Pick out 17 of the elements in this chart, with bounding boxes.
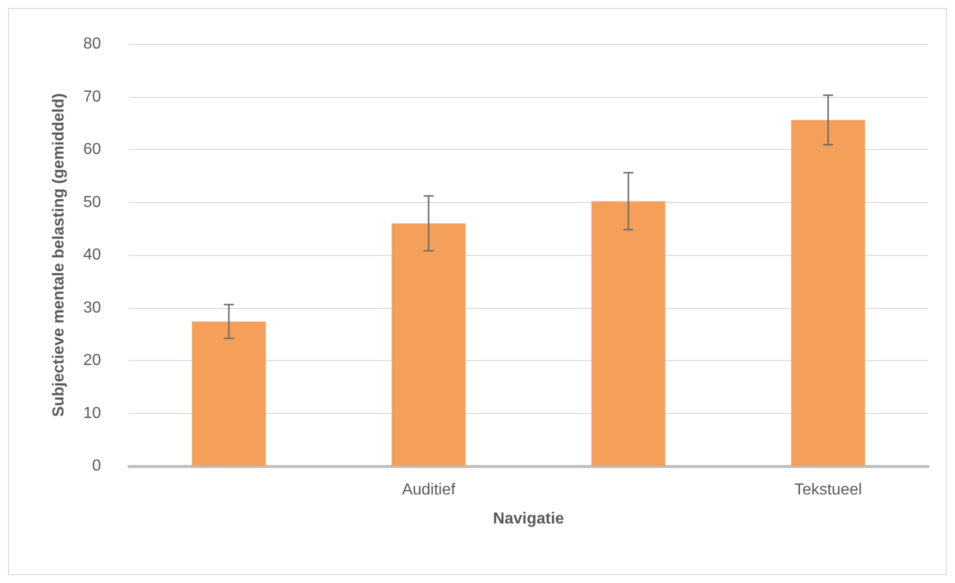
bar bbox=[791, 120, 866, 466]
x-tick-label: Tekstueel bbox=[794, 482, 862, 498]
y-tick-label: 50 bbox=[83, 194, 102, 211]
y-tick-label: 10 bbox=[83, 404, 102, 422]
y-axis-title: Subjectieve mentale belasting (gemiddeld) bbox=[50, 93, 68, 417]
y-tick-label: 40 bbox=[83, 246, 102, 264]
bar bbox=[392, 223, 466, 466]
y-tick-label: 20 bbox=[83, 352, 102, 369]
y-tick-label: 70 bbox=[83, 88, 102, 106]
x-axis-title: Navigatie bbox=[492, 510, 564, 528]
x-tick-label: Auditief bbox=[402, 482, 456, 498]
y-tick-label: 30 bbox=[83, 299, 102, 316]
y-tick-label: 0 bbox=[92, 458, 102, 474]
y-tick-label: 80 bbox=[83, 36, 102, 52]
bar bbox=[192, 321, 266, 466]
bar bbox=[591, 201, 666, 466]
y-tick-label: 60 bbox=[83, 141, 102, 158]
